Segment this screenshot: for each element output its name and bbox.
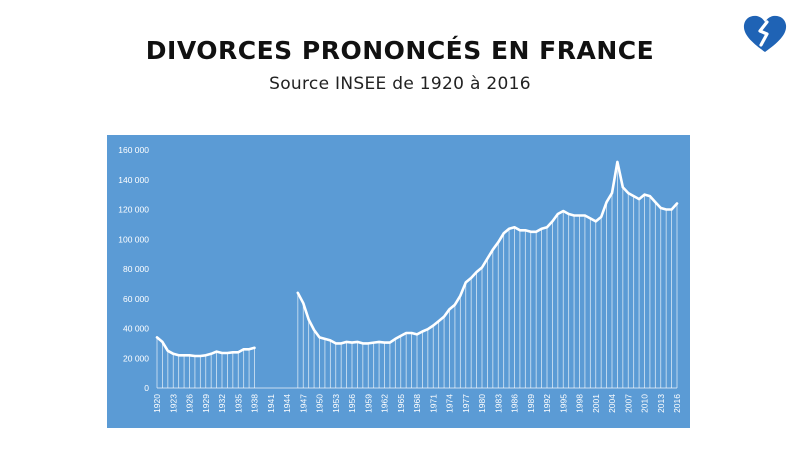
y-tick-label: 40 000: [123, 324, 149, 334]
x-tick-label: 1932: [217, 394, 227, 413]
page-title: DIVORCES PRONONCÉS EN FRANCE: [145, 36, 655, 65]
x-tick-label: 1989: [526, 394, 536, 413]
chart-panel: [107, 135, 690, 428]
x-tick-label: 1986: [510, 394, 520, 413]
x-tick-label: 2001: [591, 394, 601, 413]
y-tick-label: 100 000: [118, 234, 149, 244]
x-tick-label: 1995: [558, 394, 568, 413]
x-tick-label: 1983: [493, 394, 503, 413]
y-tick-label: 60 000: [123, 294, 149, 304]
y-tick-label: 160 000: [118, 145, 149, 155]
x-tick-label: 1953: [331, 394, 341, 413]
x-tick-label: 1938: [250, 394, 260, 413]
x-tick-label: 2004: [607, 394, 617, 413]
y-tick-label: 20 000: [123, 353, 149, 363]
x-tick-label: 1929: [201, 394, 211, 413]
x-tick-label: 1935: [233, 394, 243, 413]
x-tick-label: 2013: [656, 394, 666, 413]
x-tick-label: 1947: [298, 394, 308, 413]
x-tick-label: 1920: [152, 394, 162, 413]
y-tick-label: 0: [144, 383, 149, 393]
x-tick-label: 1968: [412, 394, 422, 413]
broken-heart-icon: [743, 15, 787, 52]
x-tick-label: 1926: [185, 394, 195, 413]
x-tick-label: 1959: [363, 394, 373, 413]
x-tick-label: 1965: [396, 394, 406, 413]
x-tick-label: 1962: [380, 394, 390, 413]
y-tick-label: 80 000: [123, 264, 149, 274]
page-subtitle: Source INSEE de 1920 à 2016: [269, 74, 531, 94]
y-tick-label: 140 000: [118, 175, 149, 185]
x-tick-label: 2010: [640, 394, 650, 413]
x-tick-label: 1944: [282, 394, 292, 413]
series-line-2: [296, 160, 679, 345]
x-tick-label: 1941: [266, 394, 276, 413]
x-tick-label: 1980: [477, 394, 487, 413]
x-tick-label: 1950: [315, 394, 325, 413]
x-tick-label: 1977: [461, 394, 471, 413]
x-tick-label: 1923: [168, 394, 178, 413]
x-tick-label: 2016: [672, 394, 682, 413]
series-line-1: [155, 336, 256, 358]
x-tick-label: 1956: [347, 394, 357, 413]
y-tick-label: 120 000: [118, 205, 149, 215]
x-tick-label: 1971: [428, 394, 438, 413]
x-tick-label: 1974: [445, 394, 455, 413]
divorces-chart: 0 20 000 40 000 60 000 80 000 100 000 120 000 1…: [107, 135, 690, 428]
x-tick-label: 1998: [575, 394, 585, 413]
x-tick-label: 1992: [542, 394, 552, 413]
x-tick-label: 2007: [623, 394, 633, 413]
